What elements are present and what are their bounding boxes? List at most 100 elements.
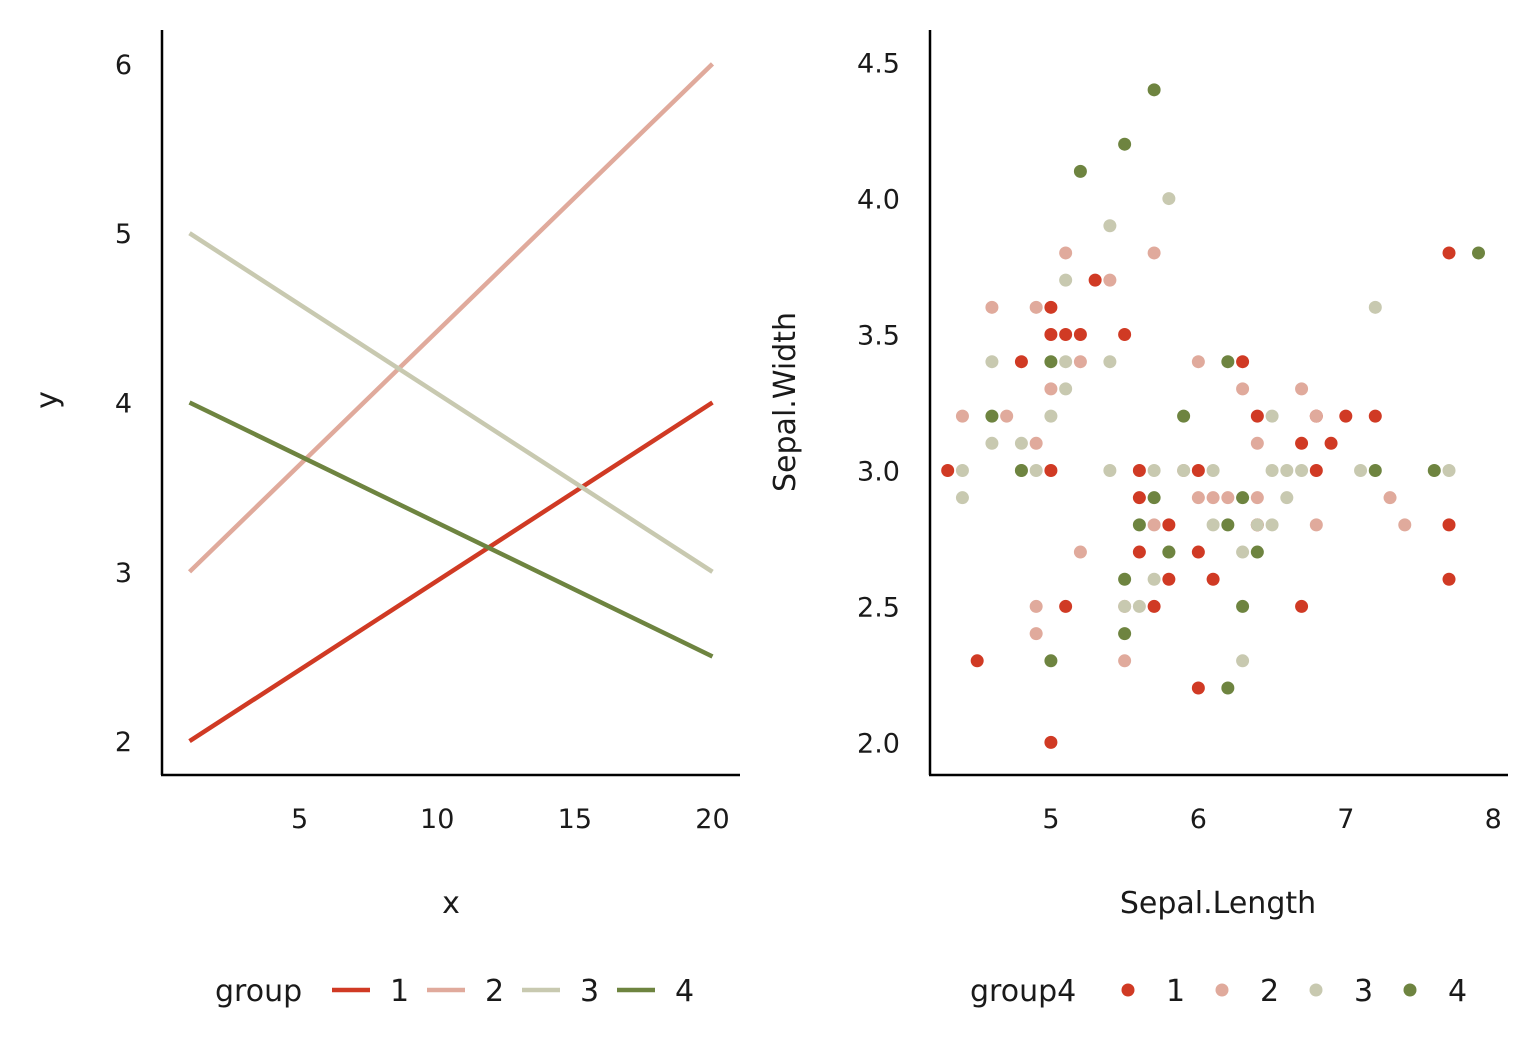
scatter-point-group-2 xyxy=(1147,518,1161,532)
scatter-point-group-3 xyxy=(1059,273,1073,287)
scatter-point-group-3 xyxy=(1206,518,1220,532)
scatter-point-group-3 xyxy=(1059,355,1073,369)
y-tick-label: 4.0 xyxy=(857,185,900,216)
line-chart-legend-title: group xyxy=(215,974,302,1009)
scatter-chart-y-tick-labels: 2.0 2.5 3.0 3.5 4.0 4.5 xyxy=(857,49,900,760)
y-tick-label: 5 xyxy=(115,219,132,250)
scatter-chart-panel: 5 6 7 8 2.0 2.5 3.0 3.5 4.0 4.5 Sepal.Length Sep… xyxy=(768,30,1508,1009)
scatter-point-group-2 xyxy=(1044,382,1058,396)
scatter-point-group-2 xyxy=(1118,654,1132,668)
scatter-point-group-2 xyxy=(1029,627,1043,641)
legend-label-4: 4 xyxy=(675,974,694,1009)
scatter-point-group-1 xyxy=(1191,545,1205,559)
scatter-point-group-3 xyxy=(1368,300,1382,314)
scatter-point-group-1 xyxy=(1206,572,1220,586)
scatter-point-group-2 xyxy=(1029,436,1043,450)
scatter-point-group-4 xyxy=(1044,355,1058,369)
scatter-point-group-4 xyxy=(1427,463,1441,477)
scatter-point-group-4 xyxy=(1221,355,1235,369)
scatter-point-group-1 xyxy=(1309,463,1323,477)
scatter-point-group-3 xyxy=(1265,518,1279,532)
scatter-point-group-1 xyxy=(1118,328,1132,342)
scatter-point-group-3 xyxy=(1265,409,1279,423)
scatter-point-group-1 xyxy=(1162,572,1176,586)
scatter-point-group-1 xyxy=(941,463,955,477)
scatter-point-group-1 xyxy=(1236,355,1250,369)
line-chart-y-tick-labels: 2 3 4 5 6 xyxy=(115,50,132,758)
scatter-point-group-3 xyxy=(1132,599,1146,613)
scatter-point-group-4 xyxy=(1118,137,1132,151)
scatter-point-group-2 xyxy=(1206,491,1220,505)
scatter-point-group-4 xyxy=(1162,545,1176,559)
scatter-point-group-1 xyxy=(1295,599,1309,613)
scatter-point-group-2 xyxy=(1398,518,1412,532)
scatter-point-group-3 xyxy=(1177,463,1191,477)
scatter-point-group-4 xyxy=(985,409,999,423)
scatter-point-group-4 xyxy=(1221,518,1235,532)
scatter-point-group-1 xyxy=(1088,273,1102,287)
scatter-point-group-1 xyxy=(1339,409,1353,423)
scatter-point-group-1 xyxy=(1044,328,1058,342)
scatter-point-group-2 xyxy=(1029,300,1043,314)
scatter-point-group-2 xyxy=(1191,491,1205,505)
legend-key-point-3 xyxy=(1309,983,1323,997)
scatter-point-group-4 xyxy=(1147,491,1161,505)
scatter-point-group-2 xyxy=(1236,382,1250,396)
scatter-point-group-4 xyxy=(1250,545,1264,559)
scatter-point-group-1 xyxy=(1059,599,1073,613)
scatter-point-group-4 xyxy=(1221,681,1235,695)
scatter-point-group-1 xyxy=(1044,735,1058,749)
scatter-point-group-4 xyxy=(1472,246,1486,260)
scatter-point-group-3 xyxy=(1103,219,1117,233)
scatter-point-group-2 xyxy=(1309,518,1323,532)
scatter-point-group-3 xyxy=(1295,463,1309,477)
scatter-point-group-2 xyxy=(985,300,999,314)
scatter-point-group-1 xyxy=(1044,300,1058,314)
scatter-point-group-1 xyxy=(1132,545,1146,559)
line-chart-y-axis-title: y xyxy=(30,391,65,409)
legend-label-1: 1 xyxy=(1166,974,1185,1009)
scatter-point-group-4 xyxy=(1118,627,1132,641)
line-chart-plot-area xyxy=(187,62,715,744)
scatter-point-group-1 xyxy=(1250,409,1264,423)
y-tick-label: 4.5 xyxy=(857,49,900,80)
scatter-point-group-4 xyxy=(1044,654,1058,668)
scatter-point-group-1 xyxy=(1147,599,1161,613)
scatter-point-group-1 xyxy=(1014,355,1028,369)
y-tick-label: 3.5 xyxy=(857,321,900,352)
y-tick-label: 3 xyxy=(115,558,132,589)
scatter-point-group-3 xyxy=(1059,382,1073,396)
scatter-chart-y-axis-title: Sepal.Width xyxy=(768,312,803,492)
scatter-point-group-1 xyxy=(1368,409,1382,423)
scatter-point-group-3 xyxy=(1014,436,1028,450)
x-tick-label: 10 xyxy=(420,804,454,835)
scatter-point-group-4 xyxy=(1132,518,1146,532)
scatter-point-group-4 xyxy=(1014,463,1028,477)
y-tick-label: 3.0 xyxy=(857,456,900,487)
scatter-point-group-1 xyxy=(1191,681,1205,695)
scatter-point-group-3 xyxy=(1280,463,1294,477)
scatter-chart-x-axis-title: Sepal.Length xyxy=(1120,886,1316,921)
scatter-point-group-4 xyxy=(1147,83,1161,97)
scatter-point-group-3 xyxy=(1206,463,1220,477)
scatter-point-group-3 xyxy=(985,355,999,369)
scatter-point-group-3 xyxy=(985,436,999,450)
scatter-point-group-2 xyxy=(1073,545,1087,559)
scatter-point-group-3 xyxy=(1029,463,1043,477)
scatter-point-group-3 xyxy=(1265,463,1279,477)
scatter-point-group-2 xyxy=(1029,599,1043,613)
scatter-point-group-4 xyxy=(1368,463,1382,477)
series-line-1 xyxy=(188,400,714,744)
legend-label-1: 1 xyxy=(390,974,409,1009)
scatter-point-group-1 xyxy=(1442,572,1456,586)
scatter-point-group-2 xyxy=(1309,409,1323,423)
scatter-point-group-2 xyxy=(1000,409,1014,423)
scatter-point-group-3 xyxy=(1103,463,1117,477)
x-tick-label: 15 xyxy=(558,804,592,835)
scatter-point-group-3 xyxy=(1162,192,1176,206)
scatter-point-group-2 xyxy=(955,409,969,423)
scatter-point-group-3 xyxy=(1354,463,1368,477)
scatter-point-group-2 xyxy=(1250,491,1264,505)
scatter-point-group-3 xyxy=(1280,491,1294,505)
